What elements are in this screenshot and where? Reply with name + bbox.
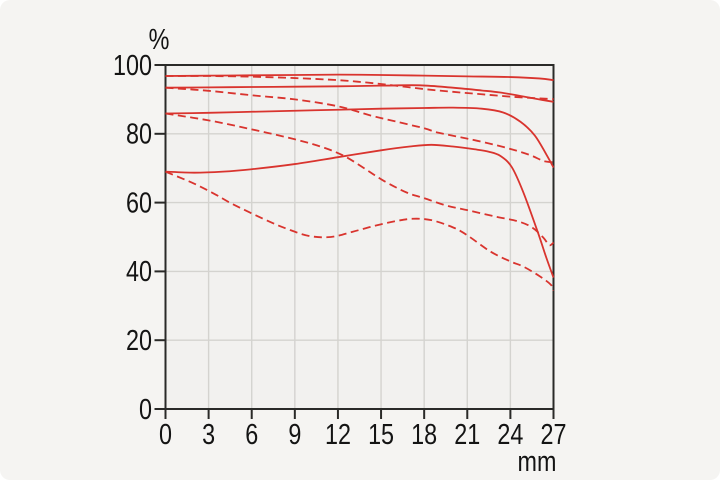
plot-area (165, 65, 554, 409)
svg-text:9: 9 (288, 418, 301, 451)
y-axis-tick-label: 100 (113, 49, 152, 82)
svg-text:60: 60 (126, 186, 152, 219)
x-axis-tick-label: 24 (497, 418, 523, 451)
x-axis-tick-label: 18 (411, 418, 437, 451)
plot-frame (164, 64, 555, 410)
y-axis-unit-label: % (149, 23, 170, 56)
mtf-curve-3-solid (165, 106, 555, 168)
mtf-curve-1-solid (165, 73, 554, 82)
y-axis-tick-label: 60 (126, 186, 152, 219)
svg-text:mm: mm (518, 445, 557, 478)
y-axis-tick-label: 80 (126, 117, 152, 150)
x-axis-tick-label: 12 (325, 418, 351, 451)
svg-text:6: 6 (245, 418, 258, 451)
svg-text:24: 24 (497, 418, 523, 451)
svg-text:18: 18 (411, 418, 437, 451)
svg-text:12: 12 (325, 418, 351, 451)
y-axis-tick-label: 0 (139, 393, 152, 426)
svg-text:%: % (149, 23, 170, 56)
svg-text:20: 20 (126, 324, 152, 357)
x-axis-tick-label: 21 (454, 418, 480, 451)
mtf-curve-4-dashed (165, 170, 555, 292)
x-axis-tick-label: 27 (541, 418, 567, 451)
svg-text:21: 21 (454, 418, 480, 451)
y-axis-tick-label: 20 (126, 324, 152, 357)
x-axis-tick-label: 15 (368, 418, 394, 451)
mtf-curve-4-solid (165, 143, 555, 278)
mtf-curve-3-dashed (165, 112, 555, 247)
svg-text:100: 100 (113, 49, 152, 82)
svg-text:80: 80 (126, 117, 152, 150)
svg-text:15: 15 (368, 418, 394, 451)
mtf-curve-2-dashed (165, 86, 554, 164)
svg-text:3: 3 (202, 418, 215, 451)
svg-text:0: 0 (159, 418, 172, 451)
svg-text:27: 27 (541, 418, 567, 451)
svg-text:40: 40 (126, 255, 152, 288)
x-axis-tick-label: 0 (159, 418, 172, 451)
x-axis-tick-label: 6 (245, 418, 258, 451)
svg-text:0: 0 (139, 393, 152, 426)
mtf-curve-2-solid (165, 84, 554, 103)
y-axis-tick-label: 40 (126, 255, 152, 288)
x-axis-unit-label: mm (518, 445, 557, 478)
x-axis-tick-label: 9 (288, 418, 301, 451)
x-axis-tick-label: 3 (202, 418, 215, 451)
